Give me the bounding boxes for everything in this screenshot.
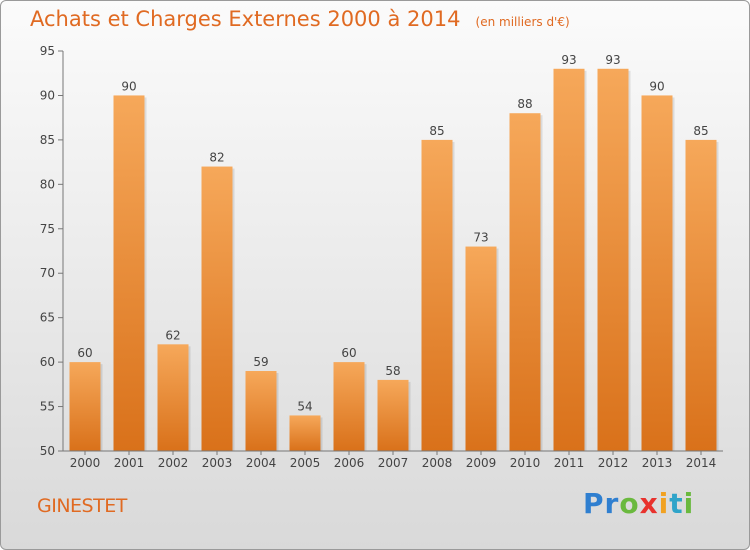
y-tick-label: 90 xyxy=(40,88,55,102)
x-tick-label: 2009 xyxy=(466,456,497,470)
y-tick-label: 60 xyxy=(40,355,55,369)
x-tick-label: 2003 xyxy=(202,456,233,470)
bar-value-label: 93 xyxy=(605,53,620,67)
bar xyxy=(157,344,189,451)
bar-value-label: 93 xyxy=(561,53,576,67)
y-tick-label: 75 xyxy=(40,222,55,236)
x-tick-label: 2008 xyxy=(422,456,453,470)
bar-value-label: 88 xyxy=(517,97,532,111)
x-tick-label: 2005 xyxy=(290,456,321,470)
x-tick-label: 2010 xyxy=(510,456,541,470)
x-tick-label: 2000 xyxy=(70,456,101,470)
x-tick-label: 2006 xyxy=(334,456,365,470)
x-tick-label: 2011 xyxy=(554,456,585,470)
x-tick-label: 2002 xyxy=(158,456,189,470)
y-tick-label: 80 xyxy=(40,177,55,191)
bar-value-label: 73 xyxy=(473,231,488,245)
proxiti-logo: Proxiti xyxy=(583,487,695,520)
bar xyxy=(201,166,233,452)
bar xyxy=(553,68,585,452)
x-axis: 2000 2001 2002 2003 2004 2005 2006 2007 2008 2009… xyxy=(63,450,723,470)
x-tick-label: 2004 xyxy=(246,456,277,470)
city-name: GINESTET xyxy=(37,495,127,517)
bar-value-label: 85 xyxy=(429,124,444,138)
y-tick-label: 65 xyxy=(40,311,55,325)
bar xyxy=(465,246,497,451)
bar xyxy=(509,113,541,451)
bar-value-label: 60 xyxy=(341,346,356,360)
y-tick-label: 50 xyxy=(40,444,55,458)
bar xyxy=(685,139,717,451)
y-tick-label: 55 xyxy=(40,400,55,414)
bar xyxy=(421,139,453,451)
bar-value-label: 85 xyxy=(693,124,708,138)
bar xyxy=(69,362,101,451)
x-tick-label: 2013 xyxy=(642,456,673,470)
bar xyxy=(333,362,365,451)
y-tick-label: 70 xyxy=(40,266,55,280)
bar-value-label: 82 xyxy=(209,151,224,165)
bars: 60 90 62 82 59 54 60 58 85 73 88 93 93 90 85 xyxy=(69,53,719,452)
bar-value-label: 60 xyxy=(77,346,92,360)
bar xyxy=(245,371,277,451)
x-tick-label: 2012 xyxy=(598,456,629,470)
bar xyxy=(113,95,145,451)
bar-value-label: 90 xyxy=(649,79,664,93)
y-tick-label: 95 xyxy=(40,44,55,58)
bar-value-label: 62 xyxy=(165,328,180,342)
bar xyxy=(289,415,321,451)
bar xyxy=(597,68,629,452)
chart-title-row: Achats et Charges Externes 2000 à 2014 (… xyxy=(30,7,570,31)
y-tick-label: 85 xyxy=(40,133,55,147)
bar-value-label: 54 xyxy=(297,399,312,413)
bar-value-label: 59 xyxy=(253,355,268,369)
bar xyxy=(377,379,409,451)
bar xyxy=(641,95,673,451)
x-tick-label: 2014 xyxy=(686,456,717,470)
chart-subtitle: (en milliers d'€) xyxy=(475,15,570,29)
bar-value-label: 90 xyxy=(121,79,136,93)
x-tick-label: 2007 xyxy=(378,456,409,470)
bar-value-label: 58 xyxy=(385,364,400,378)
chart-title: Achats et Charges Externes 2000 à 2014 xyxy=(30,7,461,31)
y-axis: 50 55 60 65 70 75 80 85 90 95 xyxy=(40,44,64,458)
x-tick-label: 2001 xyxy=(114,456,145,470)
